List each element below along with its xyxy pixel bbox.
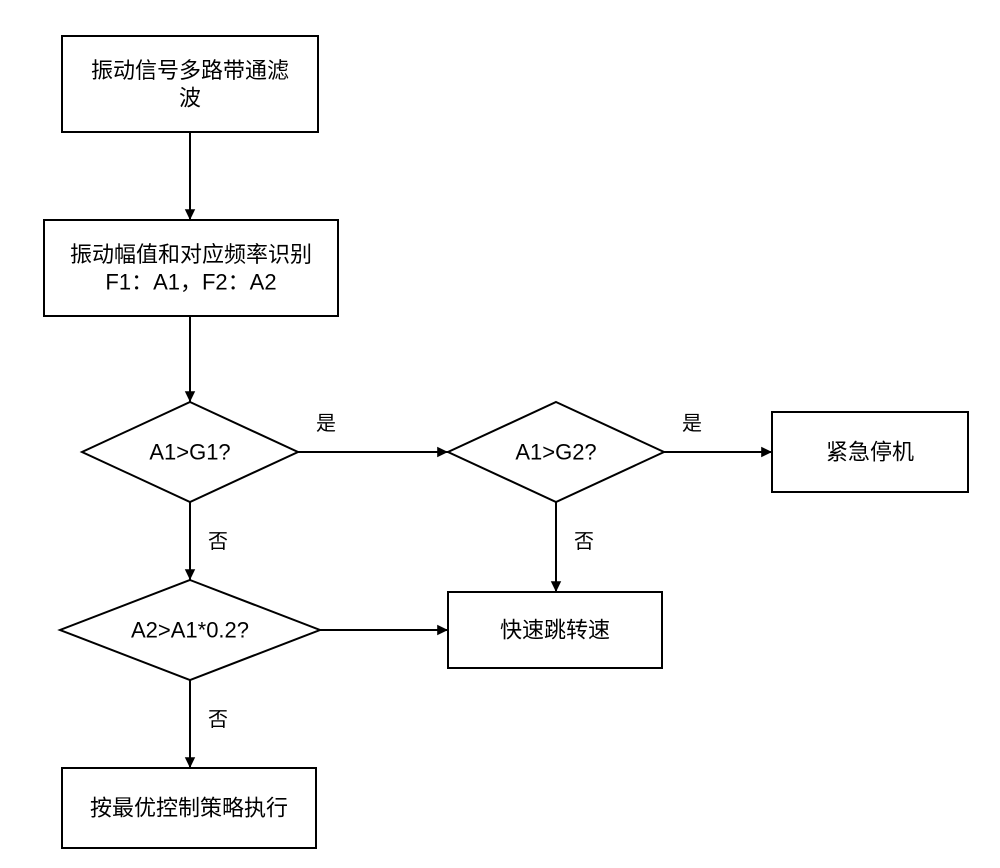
edge-n3-n6: 否	[185, 502, 228, 580]
node-text: 振动信号多路带通滤	[91, 58, 289, 83]
node-n6: A2>A1*0.2?	[60, 580, 320, 680]
node-text: F1：A1，F2：A2	[105, 269, 276, 294]
edge-label: 是	[682, 413, 702, 435]
node-n4: A1>G2?	[448, 402, 664, 502]
edge-n3-n4: 是	[298, 413, 448, 457]
node-text: 波	[179, 85, 201, 110]
node-text: 紧急停机	[826, 440, 914, 465]
node-n1: 振动信号多路带通滤波	[62, 36, 318, 132]
node-n8: 按最优控制策略执行	[62, 768, 316, 848]
edge-n4-n5: 是	[664, 413, 772, 457]
edge-label: 否	[574, 531, 594, 553]
edge-n6-n7	[320, 625, 448, 635]
node-n7: 快速跳转速	[448, 592, 662, 668]
node-text: A1>G1?	[149, 440, 230, 465]
node-text: 按最优控制策略执行	[90, 796, 288, 821]
node-text: A2>A1*0.2?	[131, 618, 249, 643]
node-n3: A1>G1?	[82, 402, 298, 502]
edge-label: 否	[208, 531, 228, 553]
edge-n1-n2	[185, 132, 195, 220]
edge-label: 是	[316, 413, 336, 435]
node-n2: 振动幅值和对应频率识别F1：A1，F2：A2	[44, 220, 338, 316]
node-text: 快速跳转速	[500, 618, 610, 643]
node-text: A1>G2?	[515, 440, 596, 465]
node-n5: 紧急停机	[772, 412, 968, 492]
node-text: 振动幅值和对应频率识别	[70, 242, 312, 267]
edge-n2-n3	[185, 316, 195, 402]
edge-n4-n7: 否	[551, 502, 594, 592]
edge-label: 否	[208, 709, 228, 731]
edge-n6-n8: 否	[185, 680, 228, 768]
